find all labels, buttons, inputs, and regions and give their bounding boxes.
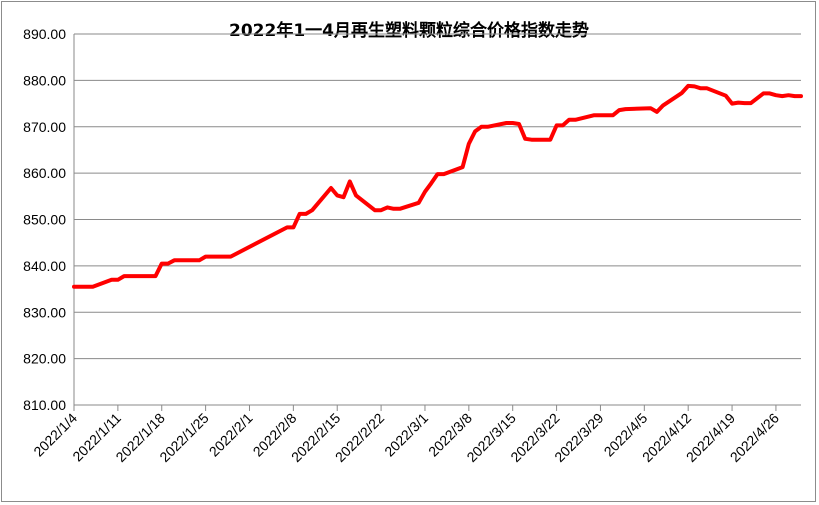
y-tick-label: 820.00 <box>23 351 66 367</box>
grid-layer <box>74 33 801 406</box>
y-tick-label: 840.00 <box>23 258 66 274</box>
y-tick-label: 830.00 <box>23 304 66 320</box>
x-tick-label: 2022/2/1 <box>206 410 256 460</box>
y-tick-label: 860.00 <box>23 165 66 181</box>
series-layer <box>72 83 803 289</box>
y-tick-label: 870.00 <box>23 119 66 135</box>
axis-layer <box>73 34 801 411</box>
x-tick-label: 2022/3/1 <box>381 410 431 460</box>
y-tick-label: 880.00 <box>23 72 66 88</box>
y-tick-label: 890.00 <box>23 26 66 42</box>
y-tick-label: 850.00 <box>23 212 66 228</box>
label-layer: 810.00 820.00 830.00 840.00 850.00 860.00 870.… <box>23 26 782 465</box>
y-tick-label: 810.00 <box>23 397 66 413</box>
series-line <box>72 83 803 289</box>
chart-title: 2022年1一4月再生塑料颗粒综合价格指数走势 <box>229 20 589 41</box>
